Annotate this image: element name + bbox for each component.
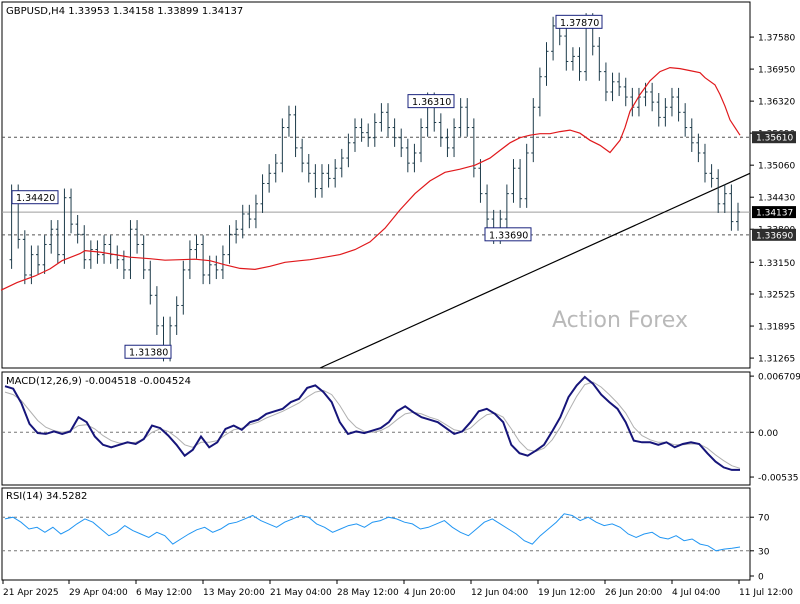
x-tick-label: 6 May 12:00 bbox=[136, 588, 192, 598]
price-tick-label: 1.35060 bbox=[758, 162, 795, 172]
price-level-label: 1.35610 bbox=[756, 134, 793, 144]
rsi-tick-label: 30 bbox=[758, 547, 770, 557]
price-panel-frame bbox=[1, 1, 751, 369]
moving-average-line bbox=[0, 66, 741, 291]
x-tick-label: 13 May 20:00 bbox=[203, 588, 265, 598]
price-level-badge bbox=[752, 206, 796, 219]
price-tick-label: 1.34430 bbox=[758, 194, 795, 204]
price-annotation-label: 1.37870 bbox=[560, 18, 599, 29]
x-tick-label: 4 Jun 20:00 bbox=[404, 588, 456, 598]
trendline bbox=[319, 172, 751, 369]
rsi-label: RSI(14) 34.5282 bbox=[6, 491, 87, 502]
x-tick-label: 12 Jun 04:00 bbox=[471, 588, 528, 598]
x-tick-label: 21 Apr 2025 bbox=[3, 588, 59, 598]
x-tick-label: 29 Apr 04:00 bbox=[69, 588, 128, 598]
watermark: Action Forex bbox=[552, 308, 688, 333]
price-level-label: 1.34137 bbox=[756, 209, 793, 219]
macd-tick-label: 0.006709 bbox=[758, 373, 800, 383]
x-tick-label: 4 Jul 04:00 bbox=[672, 588, 721, 598]
price-annotation-label: 1.34420 bbox=[16, 193, 55, 204]
x-tick-label: 26 Jun 20:00 bbox=[605, 588, 662, 598]
rsi-line bbox=[4, 513, 741, 552]
price-annotation-label: 1.36310 bbox=[412, 97, 451, 108]
macd-main-line bbox=[4, 375, 740, 471]
price-annotation-box bbox=[484, 227, 532, 242]
x-tick-label: 28 May 12:00 bbox=[337, 588, 399, 598]
price-annotation-box bbox=[407, 94, 455, 109]
macd-panel-frame bbox=[1, 371, 751, 486]
rsi-panel-frame bbox=[1, 487, 751, 581]
macd-tick-label: -0.00535 bbox=[758, 474, 798, 484]
price-annotation-box bbox=[11, 190, 59, 205]
price-tick-label: 1.36320 bbox=[758, 98, 795, 108]
x-tick-label: 11 Jul 12:00 bbox=[739, 588, 793, 598]
price-tick-label: 1.33150 bbox=[758, 259, 795, 269]
price-annotation-label: 1.31380 bbox=[129, 348, 168, 359]
macd-signal-line bbox=[4, 381, 741, 469]
macd-label: MACD(12,26,9) -0.004518 -0.004524 bbox=[6, 376, 191, 387]
price-annotation-label: 1.33690 bbox=[489, 230, 528, 241]
rsi-tick-label: 70 bbox=[758, 514, 770, 524]
rsi-tick-label: 0 bbox=[758, 573, 764, 583]
chart-title: GBPUSD,H4 1.33953 1.34158 1.33899 1.3413… bbox=[6, 6, 243, 17]
price-tick-label: 1.31895 bbox=[758, 323, 795, 333]
price-annotation-box bbox=[124, 344, 172, 359]
price-level-badge bbox=[752, 228, 796, 241]
price-tick-label: 1.36950 bbox=[758, 66, 795, 76]
price-level-badge bbox=[752, 131, 796, 144]
x-tick-label: 21 May 04:00 bbox=[270, 588, 332, 598]
price-annotation-box bbox=[555, 14, 603, 29]
x-tick-label: 19 Jun 12:00 bbox=[538, 588, 595, 598]
macd-tick-label: 0.00 bbox=[758, 429, 778, 439]
price-tick-label: 1.31265 bbox=[758, 355, 795, 365]
price-tick-label: 1.37580 bbox=[758, 34, 795, 44]
price-tick-label: 1.32525 bbox=[758, 291, 795, 301]
price-level-label: 1.33690 bbox=[756, 231, 793, 241]
